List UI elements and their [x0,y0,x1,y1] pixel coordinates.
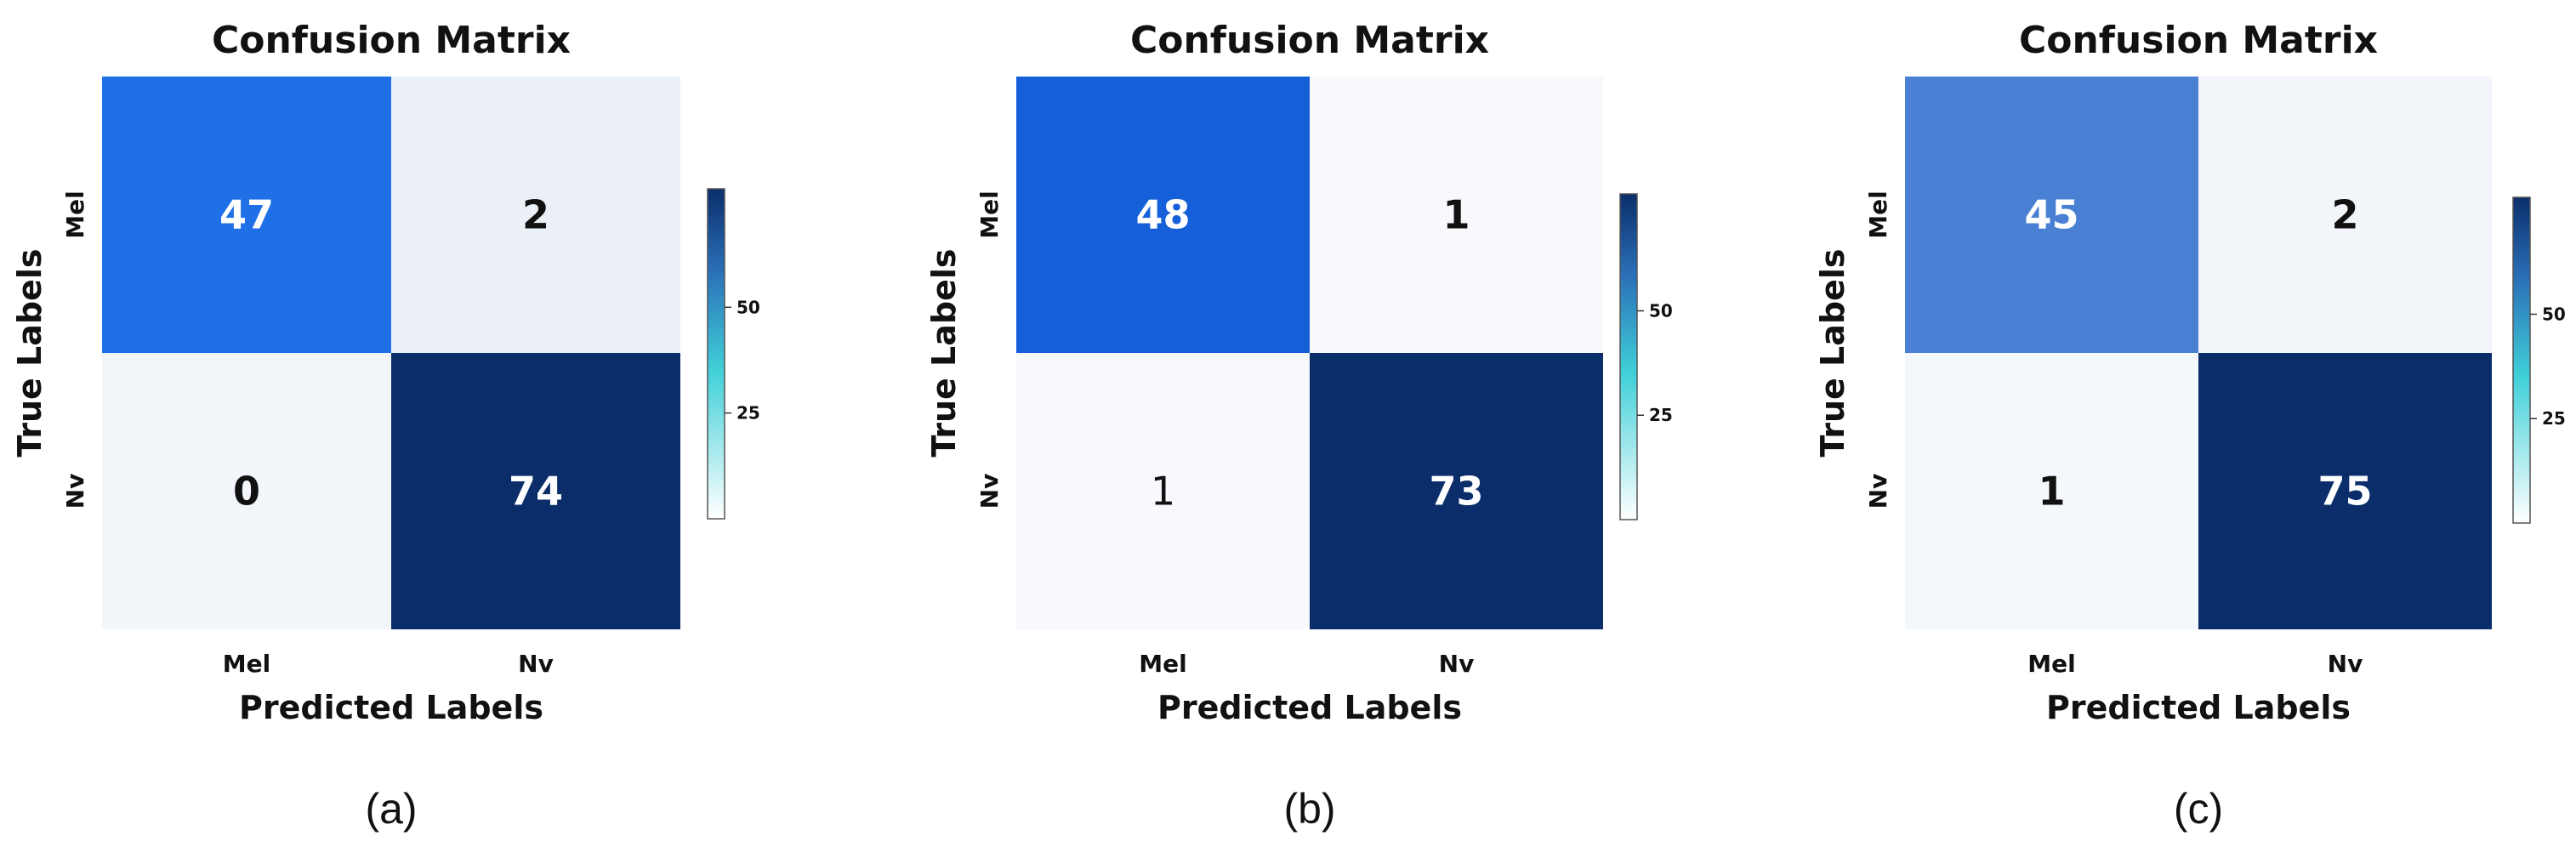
y-tick-label: Nv [975,474,1004,509]
x-axis-title: Predicted Labels [239,689,543,726]
y-axis-title: True Labels [11,248,48,457]
chart-title: Confusion Matrix [2019,19,2378,62]
y-axis-title: True Labels [1814,248,1851,457]
colorbar [1619,193,1638,520]
x-tick-label: Mel [2027,650,2075,678]
x-tick-label: Mel [223,650,270,678]
matrix-cell [391,77,680,353]
matrix-cell [1016,77,1310,353]
cell-value-label: 1 [1151,469,1175,515]
cell-value-label: 48 [1135,192,1190,238]
cell-value-label: 0 [233,469,260,515]
y-tick-label: Nv [61,474,89,509]
cell-value-label: 1 [1442,192,1470,238]
colorbar-tick-label: 50 [1649,300,1673,321]
y-tick-label: Nv [1864,474,1892,509]
confusion-matrix-panel-2: Confusion Matrix 45 2 1 75 Mel Nv Predicted Lab… [1814,19,2566,833]
matrix-cell [391,353,680,629]
matrix-cell [1905,77,2198,353]
panel-caption: (a) [365,785,417,833]
y-tick-label: Mel [1864,191,1892,238]
colorbar-tick-label: 50 [2542,304,2566,324]
cell-value-label: 47 [219,192,274,238]
colorbar-tick-label: 25 [736,403,760,424]
matrix-cell [102,77,391,353]
matrix-cell [1310,77,1603,353]
chart-title: Confusion Matrix [212,19,571,62]
cell-value-label: 74 [509,469,563,515]
cell-value-label: 1 [2038,469,2065,515]
cell-value-label: 75 [2317,469,2372,515]
x-tick-label: Nv [518,650,554,678]
y-axis-title: True Labels [925,248,963,457]
y-tick-label: Mel [61,191,89,238]
matrix-cell [2198,353,2492,629]
confusion-matrix-panel-0: Confusion Matrix 47 2 0 74 Mel Nv Predicted Lab… [11,19,760,833]
colorbar-tick-label: 50 [736,297,760,317]
x-axis-title: Predicted Labels [2046,689,2351,726]
panel-caption: (b) [1283,785,1335,833]
cell-value-label: 73 [1429,469,1483,515]
matrix-cell [1016,353,1310,629]
panel-caption: (c) [2174,785,2223,833]
x-tick-label: Mel [1139,650,1186,678]
cell-value-label: 2 [522,192,549,238]
colorbar [2512,196,2531,524]
chart-title: Confusion Matrix [1130,19,1489,62]
confusion-matrix-panel-1: Confusion Matrix 48 1 1 73 Mel Nv Predicted Lab… [925,19,1673,833]
colorbar-tick-label: 25 [2542,408,2566,429]
x-axis-title: Predicted Labels [1157,689,1462,726]
matrix-cell [1905,353,2198,629]
colorbar-tick-label: 25 [1649,405,1673,425]
matrix-cell [2198,77,2492,353]
x-tick-label: Nv [2328,650,2363,678]
colorbar [707,188,725,520]
x-tick-label: Nv [1439,650,1475,678]
cell-value-label: 2 [2331,192,2358,238]
y-tick-label: Mel [975,191,1004,238]
cell-value-label: 45 [2024,192,2078,238]
matrix-cell [1310,353,1603,629]
matrix-cell [102,353,391,629]
